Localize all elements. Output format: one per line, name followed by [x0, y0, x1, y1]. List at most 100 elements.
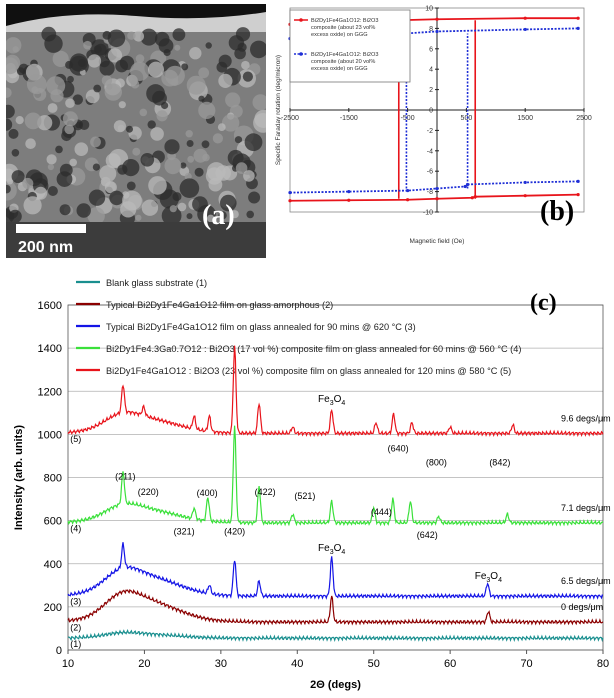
- tem-grain: [135, 54, 145, 63]
- hysteresis-point: [435, 17, 439, 21]
- hysteresis-point: [576, 16, 580, 20]
- tem-grain: [31, 86, 39, 94]
- tem-grain: [126, 125, 133, 133]
- tem-grain: [44, 34, 63, 53]
- faraday-hysteresis-chart: -2500 -1500 -500 500 1500 2500 10 8 6 4 2 0 -2 -4 -6 -8…: [272, 2, 608, 256]
- hysteresis-point: [288, 191, 292, 195]
- hysteresis-point: [406, 188, 410, 193]
- tem-grain: [156, 110, 168, 122]
- tem-grain: [243, 170, 255, 182]
- x-tick-label-c: 60: [444, 658, 456, 670]
- hysteresis-point: [406, 198, 410, 202]
- tem-grain: [24, 112, 42, 130]
- tem-grain: [177, 202, 187, 212]
- y-tick-label-b: 0: [429, 108, 433, 115]
- hysteresis-point: [523, 180, 527, 185]
- tem-grain: [172, 28, 186, 41]
- tem-grain: [90, 136, 101, 148]
- curve-label: (3): [70, 597, 81, 607]
- tem-grain: [69, 53, 88, 72]
- tem-grain: [221, 114, 240, 132]
- tem-grain: [92, 163, 100, 171]
- tem-grain: [126, 181, 136, 191]
- tem-grain: [46, 154, 57, 165]
- tem-grain: [122, 190, 142, 211]
- miller-index-label: (800): [426, 458, 447, 468]
- hysteresis-point: [435, 186, 439, 191]
- hysteresis-point: [470, 196, 474, 200]
- hysteresis-point: [473, 195, 477, 199]
- tem-grain: [216, 61, 228, 73]
- xrd-chart: 0 200 400 600 800 1000 1200 1400 1600 10 20 30 40 50 6…: [0, 262, 614, 693]
- miller-index-label: (842): [489, 458, 510, 468]
- tem-grain: [130, 79, 140, 89]
- hysteresis-point: [576, 179, 580, 183]
- tem-grain: [133, 30, 144, 42]
- tem-grain: [140, 28, 158, 46]
- miller-index-label: (420): [224, 527, 245, 537]
- tem-grain: [87, 54, 102, 68]
- tem-grain: [107, 29, 126, 48]
- hysteresis-point: [435, 29, 439, 34]
- y-tick-label-c: 0: [56, 645, 62, 657]
- curve-label: (4): [70, 523, 81, 533]
- x-tick-label-c: 70: [520, 658, 532, 670]
- tem-grain: [141, 199, 159, 216]
- tem-grain: [227, 149, 244, 166]
- tem-grain: [250, 40, 266, 59]
- tem-grain: [117, 164, 128, 175]
- tem-grain: [179, 178, 200, 198]
- x-axis-label-c: 2Θ (degs): [310, 679, 361, 691]
- y-tick-label-c: 1000: [38, 429, 62, 441]
- x-tick-label-c: 40: [291, 658, 303, 670]
- tem-grain: [101, 75, 113, 86]
- tem-grain: [132, 147, 141, 156]
- miller-index-label: (400): [197, 488, 218, 498]
- curve-right-label: 7.1 degs/μm: [561, 503, 611, 513]
- legend-marker-b: [299, 52, 303, 56]
- tem-grain: [235, 27, 251, 42]
- miller-index-label: (321): [174, 527, 195, 537]
- y-tick-label-c: 1400: [38, 343, 62, 355]
- tem-grain: [186, 213, 193, 220]
- legend-text-b: Bi2Dy1Fe4Ga1O12: Bi2O3 composite (about 2…: [311, 18, 378, 38]
- tem-grain: [139, 108, 148, 117]
- y-tick-label-b: -4: [427, 148, 433, 155]
- x-tick-label-b: 500: [461, 115, 473, 122]
- tem-grain: [252, 94, 266, 111]
- hysteresis-point: [523, 194, 527, 198]
- tem-grain: [253, 113, 266, 133]
- tem-grain: [242, 71, 253, 82]
- hysteresis-point: [576, 26, 580, 30]
- tem-grain: [248, 191, 261, 204]
- y-tick-label-b: 6: [429, 46, 433, 53]
- y-axis-label-b: Specific Faraday rotation (deg/micron): [275, 55, 282, 165]
- tem-micrograph-panel: 200 nm (a): [6, 4, 266, 258]
- hysteresis-point: [576, 193, 580, 197]
- fe3o4-label: Fe3O4: [318, 543, 345, 556]
- tem-grain: [186, 75, 206, 95]
- tem-grain: [198, 95, 205, 102]
- tem-grain: [127, 31, 136, 40]
- tem-grain: [172, 192, 182, 202]
- xrd-series-line: [67, 345, 604, 438]
- hysteresis-point: [463, 184, 467, 189]
- y-tick-label-c: 600: [44, 516, 62, 528]
- tem-grain: [119, 55, 135, 71]
- legend-text-b: Bi2Dy1Fe4Ga1O12: Bi2O3 composite (about 2…: [311, 52, 378, 72]
- tem-grain: [83, 40, 92, 50]
- curve-label: (5): [70, 434, 81, 444]
- panel-a-label: (a): [202, 200, 235, 231]
- xrd-series-line: [68, 629, 604, 643]
- tem-grain: [189, 47, 202, 60]
- hysteresis-point: [465, 182, 470, 187]
- tem-grain: [6, 178, 14, 185]
- legend-box-b: [289, 9, 411, 83]
- tem-grain: [192, 196, 208, 213]
- miller-index-label: (521): [294, 491, 315, 501]
- x-tick-label-b: -2500: [281, 115, 299, 122]
- fe3o4-label: Fe3O4: [318, 394, 345, 407]
- tem-grain: [11, 170, 25, 184]
- x-tick-label-c: 20: [138, 658, 150, 670]
- hysteresis-point: [347, 190, 351, 194]
